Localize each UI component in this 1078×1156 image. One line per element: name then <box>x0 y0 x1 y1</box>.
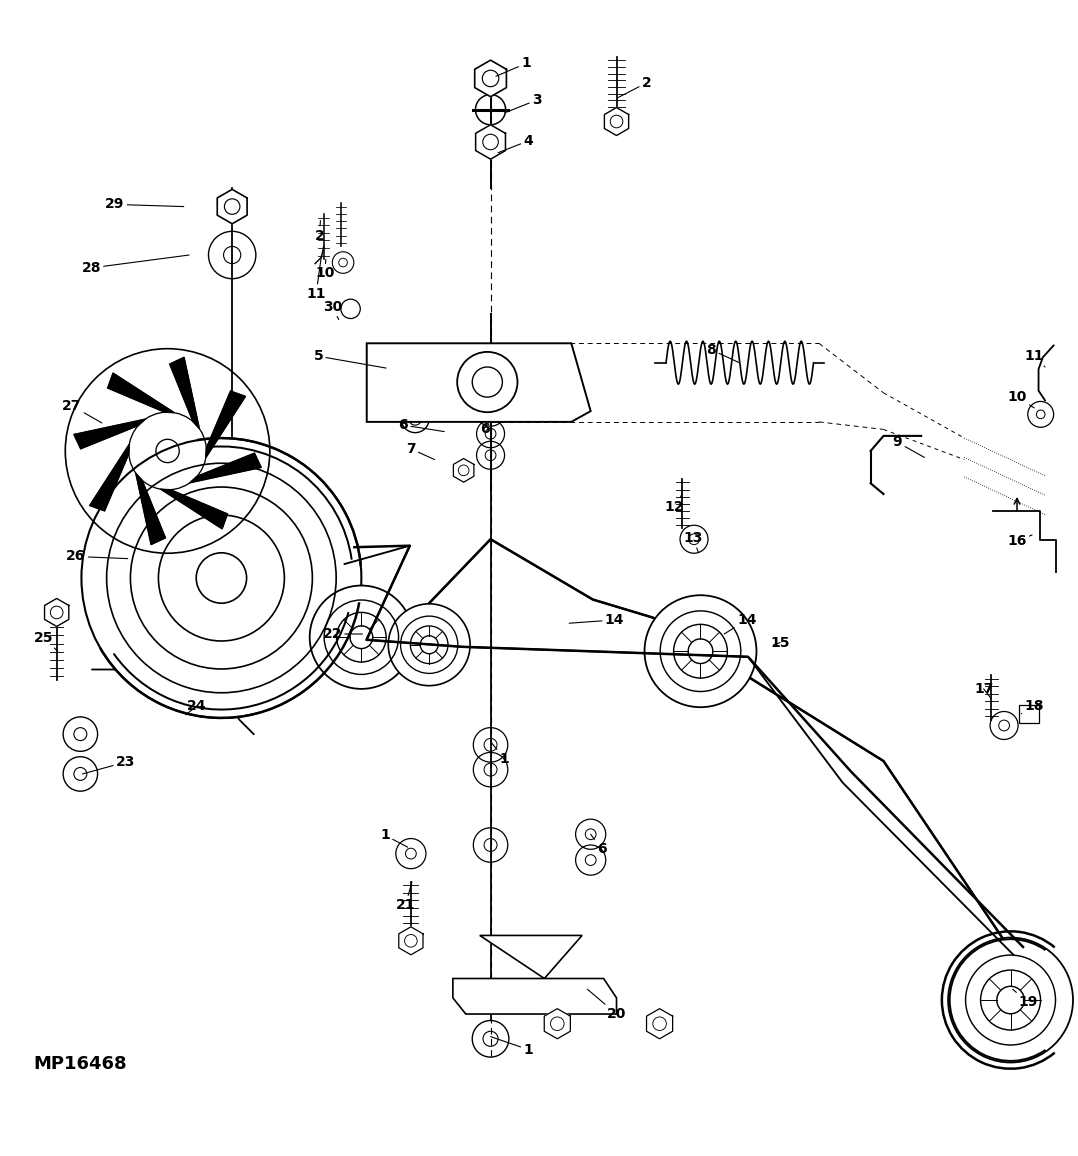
Text: 2: 2 <box>618 76 651 98</box>
Text: 6: 6 <box>399 418 444 432</box>
Text: 14: 14 <box>724 613 757 633</box>
Polygon shape <box>161 489 227 529</box>
Text: 23: 23 <box>83 755 135 775</box>
Polygon shape <box>44 599 69 627</box>
Polygon shape <box>480 935 582 978</box>
Polygon shape <box>108 373 175 413</box>
Text: 1: 1 <box>381 829 407 847</box>
Polygon shape <box>136 473 165 544</box>
Polygon shape <box>474 60 507 97</box>
Circle shape <box>475 95 506 125</box>
Text: 6: 6 <box>591 835 606 857</box>
Polygon shape <box>169 357 199 429</box>
Polygon shape <box>647 1009 673 1039</box>
Text: 14: 14 <box>569 613 624 627</box>
Polygon shape <box>218 190 247 224</box>
Text: 5: 5 <box>314 349 386 368</box>
Text: 11: 11 <box>1024 349 1045 366</box>
Text: 30: 30 <box>322 299 342 319</box>
Circle shape <box>401 405 429 432</box>
Polygon shape <box>544 1009 570 1039</box>
Text: 26: 26 <box>67 549 127 563</box>
Text: 25: 25 <box>34 631 58 651</box>
Polygon shape <box>605 108 628 135</box>
Text: 24: 24 <box>185 699 206 714</box>
Text: 6: 6 <box>481 422 490 440</box>
Polygon shape <box>74 420 146 449</box>
Text: 27: 27 <box>63 399 102 423</box>
Text: 29: 29 <box>106 198 183 212</box>
Polygon shape <box>190 453 261 483</box>
Text: 1: 1 <box>496 57 531 76</box>
Text: 16: 16 <box>1007 534 1032 548</box>
Text: 3: 3 <box>505 92 541 113</box>
Text: 10: 10 <box>1007 390 1034 408</box>
Circle shape <box>388 603 470 686</box>
Text: 2: 2 <box>315 221 324 243</box>
Polygon shape <box>206 391 246 458</box>
Polygon shape <box>399 927 423 955</box>
Polygon shape <box>367 343 591 422</box>
Text: 1: 1 <box>490 1037 534 1057</box>
Text: 19: 19 <box>1012 990 1037 1009</box>
Text: 11: 11 <box>306 255 326 301</box>
Text: 10: 10 <box>315 259 334 280</box>
Text: 8: 8 <box>706 343 740 363</box>
Text: 7: 7 <box>406 442 434 460</box>
Polygon shape <box>475 125 506 160</box>
Text: 15: 15 <box>771 636 790 650</box>
Polygon shape <box>453 978 617 1014</box>
Polygon shape <box>89 444 129 511</box>
Text: 4: 4 <box>498 134 534 153</box>
Text: 20: 20 <box>588 990 626 1021</box>
Text: 13: 13 <box>683 531 703 553</box>
Text: 22: 22 <box>322 627 362 640</box>
Text: 17: 17 <box>973 682 993 698</box>
Text: 28: 28 <box>81 255 189 275</box>
Polygon shape <box>1019 705 1038 724</box>
Text: 9: 9 <box>893 436 925 458</box>
Text: 12: 12 <box>665 494 685 514</box>
Text: 18: 18 <box>1021 699 1044 713</box>
Text: MP16468: MP16468 <box>33 1055 126 1073</box>
Circle shape <box>341 299 360 319</box>
Circle shape <box>645 595 757 707</box>
Text: 1: 1 <box>490 742 510 766</box>
Circle shape <box>457 351 517 413</box>
Circle shape <box>82 438 361 718</box>
Circle shape <box>309 586 413 689</box>
Text: 21: 21 <box>396 882 415 912</box>
Circle shape <box>949 938 1073 1062</box>
Polygon shape <box>454 459 474 482</box>
